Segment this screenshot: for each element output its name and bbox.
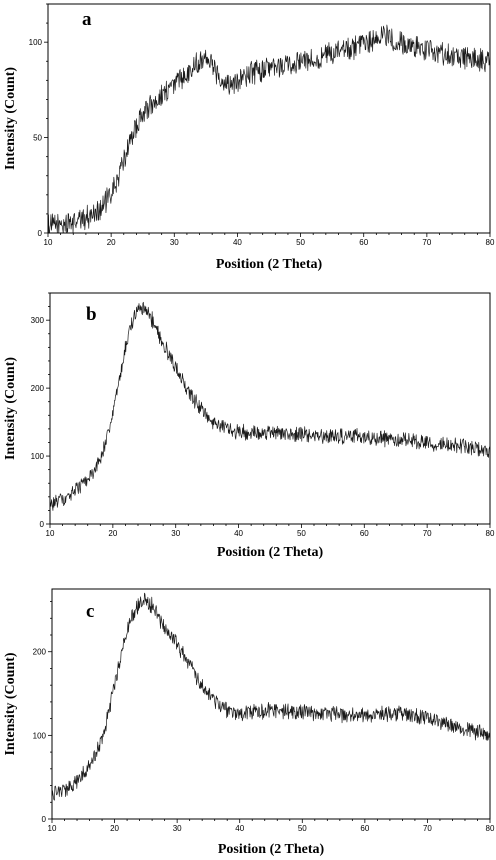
x-axis-title: Position (2 Theta) [217, 545, 324, 560]
x-tick-label: 60 [359, 238, 368, 247]
y-tick-label: 0 [40, 520, 45, 529]
x-tick-label: 20 [110, 824, 119, 833]
y-ticks: 0 100 200 300 [31, 292, 50, 529]
x-tick-label: 70 [423, 529, 432, 538]
x-tick-label: 80 [486, 824, 495, 833]
panel-label: b [86, 304, 97, 325]
y-ticks: 0 100 200 [33, 601, 52, 824]
x-tick-label: 70 [423, 824, 432, 833]
y-tick-label: 100 [33, 731, 47, 740]
plot-frame [47, 3, 491, 234]
x-tick-label: 70 [422, 238, 431, 247]
panel-a: 10 20 30 40 50 60 70 80 0 50 100 a Position (2 Th… [3, 3, 495, 272]
x-tick-label: 30 [171, 529, 180, 538]
y-tick-label: 50 [33, 134, 42, 143]
x-tick-label: 20 [107, 238, 116, 247]
y-tick-label: 100 [31, 452, 45, 461]
y-tick-label: 200 [33, 648, 47, 657]
series-line [51, 592, 491, 801]
x-tick-label: 60 [360, 529, 369, 538]
plot-frame [49, 292, 491, 525]
y-tick-label: 0 [42, 815, 47, 824]
x-tick-label: 40 [234, 529, 243, 538]
x-tick-label: 50 [298, 824, 307, 833]
x-tick-label: 30 [173, 824, 182, 833]
x-ticks: 10 20 30 40 50 60 70 80 [46, 524, 495, 538]
y-ticks: 0 50 100 [29, 3, 48, 238]
y-axis-title: Intensity (Count) [3, 652, 18, 755]
panel-c: 10 20 30 40 50 60 70 80 0 100 200 c Position (2 T… [3, 588, 495, 857]
y-axis-title: Intensity (Count) [3, 357, 18, 460]
y-tick-label: 100 [29, 38, 43, 47]
x-tick-label: 40 [235, 824, 244, 833]
y-tick-label: 300 [31, 316, 45, 325]
x-tick-label: 50 [296, 238, 305, 247]
x-tick-label: 10 [48, 824, 57, 833]
panel-label: c [86, 601, 94, 622]
x-ticks: 10 20 30 40 50 60 70 80 [48, 819, 495, 833]
panel-b: 10 20 30 40 50 60 70 80 0 100 200 300 b Position (… [3, 292, 495, 560]
panel-label: a [82, 9, 92, 30]
x-tick-label: 60 [360, 824, 369, 833]
x-ticks: 10 20 30 40 50 60 70 80 [44, 233, 495, 247]
y-tick-label: 0 [38, 229, 43, 238]
plot-frame [51, 588, 491, 820]
x-tick-label: 10 [46, 529, 55, 538]
x-axis-title: Position (2 Theta) [218, 842, 325, 857]
x-tick-label: 80 [486, 529, 495, 538]
x-tick-label: 20 [108, 529, 117, 538]
x-tick-label: 50 [297, 529, 306, 538]
series-line [49, 301, 491, 511]
x-axis-title: Position (2 Theta) [216, 257, 323, 272]
series-line [47, 24, 491, 234]
x-tick-label: 40 [233, 238, 242, 247]
x-tick-label: 80 [486, 238, 495, 247]
x-tick-label: 10 [44, 238, 53, 247]
y-axis-title: Intensity (Count) [3, 67, 18, 170]
x-tick-label: 30 [170, 238, 179, 247]
y-tick-label: 200 [31, 384, 45, 393]
